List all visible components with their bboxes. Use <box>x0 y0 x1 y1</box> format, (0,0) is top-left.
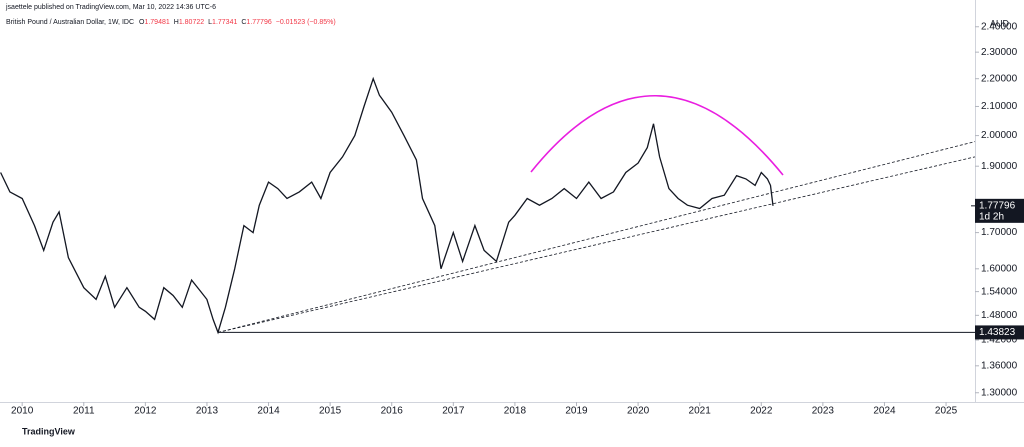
support-label: 1.43823 <box>979 327 1016 338</box>
y-tick-label: 2.30000 <box>981 47 1018 58</box>
y-tick-label: 2.20000 <box>981 73 1018 84</box>
x-tick-label: 2019 <box>565 406 588 417</box>
x-tick-label: 2024 <box>873 406 896 417</box>
last-price-box <box>975 198 1024 223</box>
trendline <box>217 141 976 333</box>
currency: AUD <box>990 18 1010 28</box>
y-tick-label: 2.10000 <box>981 101 1018 112</box>
y-tick-label: 1.36000 <box>981 360 1018 371</box>
countdown: 1d 2h <box>979 211 1004 222</box>
support-label-box <box>975 325 1024 340</box>
ohlc-value: 1.77796 <box>246 19 271 26</box>
x-tick-label: 2025 <box>935 406 958 417</box>
trendline <box>217 156 976 333</box>
y-tick-label: 1.90000 <box>981 161 1018 172</box>
ohlc-value: 1.80722 <box>179 19 204 26</box>
change: −0.01523 (−0.85%) <box>276 19 336 26</box>
ohlc-label: H <box>174 19 179 26</box>
y-tick-label: 2.40000 <box>981 21 1018 32</box>
ohlc-label: O <box>139 19 145 26</box>
y-tick-label: 1.54000 <box>981 286 1018 297</box>
y-tick-label: 1.48000 <box>981 310 1018 321</box>
x-tick-label: 2013 <box>196 406 219 417</box>
x-tick-label: 2017 <box>442 406 465 417</box>
x-tick-label: 2021 <box>689 406 712 417</box>
y-tick-label: 1.70000 <box>981 227 1018 238</box>
x-tick-label: 2020 <box>627 406 650 417</box>
ohlc-label: L <box>208 19 212 26</box>
y-tick-label: 1.30000 <box>981 387 1018 398</box>
price-line <box>0 76 774 335</box>
ohlc-value: 1.77341 <box>212 19 237 26</box>
arc-drawing <box>530 95 784 176</box>
x-tick-label: 2010 <box>11 406 34 417</box>
ohlc-label: C <box>241 19 246 26</box>
x-tick-label: 2023 <box>812 406 835 417</box>
x-tick-label: 2014 <box>257 406 280 417</box>
footer-logo: TradingView <box>22 426 76 436</box>
x-tick-label: 2022 <box>750 406 773 417</box>
y-tick-label: 2.00000 <box>981 130 1018 141</box>
last-price-label: 1.77796 <box>979 200 1016 211</box>
legend: British Pound / Australian Dollar, 1W, I… <box>6 19 336 26</box>
y-tick-label: 1.42000 <box>981 335 1018 346</box>
x-tick-label: 2012 <box>134 406 157 417</box>
x-tick-label: 2011 <box>73 406 95 417</box>
y-tick-label: 1.60000 <box>981 263 1018 274</box>
symbol: British Pound / Australian Dollar, 1W, I… <box>6 19 134 26</box>
publisher: jsaettele published on TradingView.com, … <box>5 4 216 11</box>
x-tick-label: 2018 <box>504 406 527 417</box>
x-tick-label: 2016 <box>381 406 404 417</box>
ohlc-value: 1.79481 <box>144 19 169 26</box>
x-tick-label: 2015 <box>319 406 342 417</box>
